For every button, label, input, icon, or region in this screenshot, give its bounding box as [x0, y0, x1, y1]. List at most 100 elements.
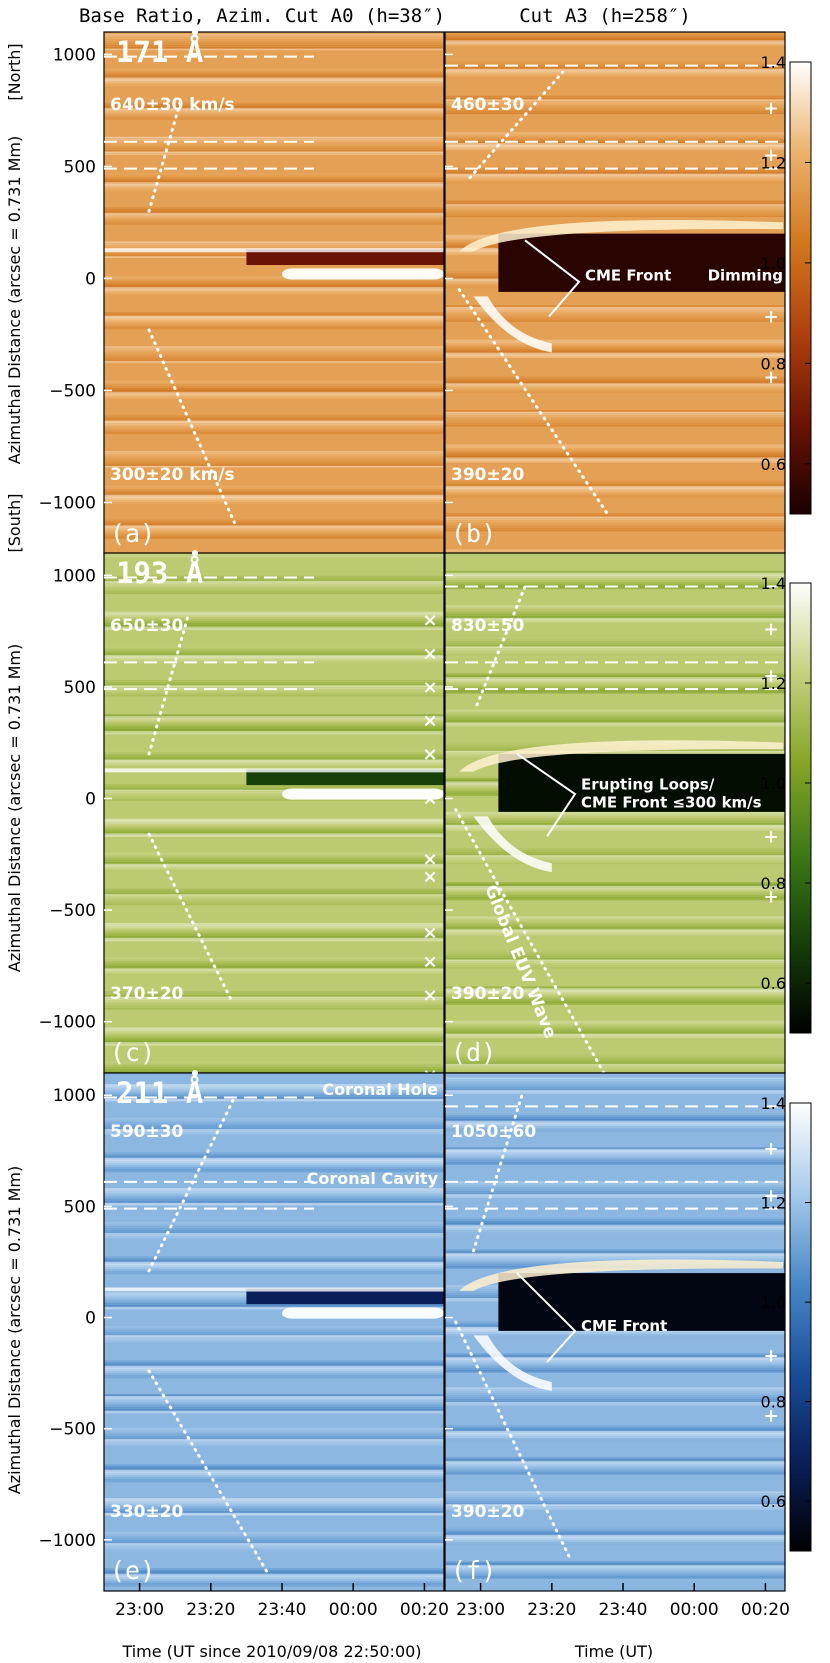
- streak: [104, 492, 444, 497]
- streak: [445, 61, 785, 64]
- streak: [104, 281, 444, 285]
- streak: [445, 1090, 785, 1092]
- streak: [445, 1370, 785, 1373]
- streak: [104, 930, 444, 934]
- streak: [445, 1028, 785, 1031]
- bright-emission: [473, 816, 552, 873]
- streak: [104, 958, 444, 962]
- streak: [445, 1062, 785, 1064]
- streak: [445, 1092, 785, 1094]
- streak: [104, 178, 444, 183]
- streak: [445, 1185, 785, 1187]
- streak: [445, 716, 785, 720]
- streak: [104, 210, 444, 214]
- streak: [445, 354, 785, 359]
- annotation-mark: ×: [422, 951, 437, 972]
- bright-emission: [104, 768, 444, 773]
- streak: [445, 1394, 785, 1397]
- streak: [445, 310, 785, 313]
- streak: [445, 1470, 785, 1473]
- streak: [104, 934, 444, 938]
- streak: [445, 1393, 785, 1395]
- streak: [445, 1226, 785, 1231]
- y-tick-label: −500: [49, 1420, 96, 1440]
- streak: [104, 1265, 444, 1269]
- streak: [445, 1402, 785, 1404]
- annotation-text: Dimming: [708, 267, 783, 285]
- annotation-mark: +: [763, 1345, 778, 1366]
- streak: [104, 176, 444, 181]
- streak: [104, 1407, 444, 1410]
- annotation-arrow: [524, 239, 581, 318]
- streak: [445, 1527, 785, 1531]
- streak: [104, 1327, 444, 1330]
- streak: [104, 586, 444, 589]
- streak: [104, 207, 444, 210]
- streak: [104, 1129, 444, 1131]
- streak: [104, 721, 444, 726]
- streak: [445, 860, 785, 863]
- streak: [445, 68, 785, 72]
- streak: [104, 1464, 444, 1468]
- streak: [445, 207, 785, 210]
- streak: [104, 346, 444, 348]
- streak: [104, 418, 444, 422]
- streak: [445, 896, 785, 901]
- streak: [445, 95, 785, 98]
- streak: [445, 36, 785, 40]
- streak: [445, 1001, 785, 1005]
- streak: [445, 1332, 785, 1336]
- streak: [445, 714, 785, 718]
- streak: [445, 574, 785, 579]
- streak: [104, 863, 444, 867]
- bright-emission: [282, 268, 444, 280]
- colorbar-tick-label: 1.4: [761, 1094, 786, 1113]
- x-tick-label: 23:00: [456, 1600, 505, 1620]
- streak: [104, 151, 444, 154]
- streak: [104, 1004, 444, 1006]
- streak: [445, 821, 785, 824]
- streak: [104, 890, 444, 893]
- streak: [104, 1202, 444, 1206]
- streak: [104, 532, 444, 536]
- dimming-region: [498, 233, 785, 292]
- streak: [104, 500, 444, 504]
- streak: [445, 1502, 785, 1505]
- y-axis-label: Azimuthal Distance (arcsec = 0.731 Mm): [5, 136, 24, 464]
- streak: [104, 519, 444, 523]
- streak: [445, 379, 785, 383]
- streak: [445, 1466, 785, 1470]
- streak: [445, 169, 785, 173]
- streak: [104, 218, 444, 221]
- streak: [445, 63, 785, 66]
- streak: [104, 185, 444, 190]
- streak: [445, 213, 785, 216]
- streak: [104, 1303, 444, 1306]
- streak: [445, 1427, 785, 1431]
- streak: [445, 925, 785, 929]
- streak: [445, 923, 785, 927]
- streak: [445, 1122, 785, 1127]
- streak: [445, 1536, 785, 1541]
- panel-background: [445, 32, 785, 554]
- streak: [104, 496, 444, 501]
- streak: [104, 1568, 444, 1572]
- streak: [445, 1192, 785, 1195]
- x-tick-label: 23:40: [599, 1600, 648, 1620]
- streak: [104, 922, 444, 927]
- streak: [445, 891, 785, 895]
- streak: [445, 1542, 785, 1546]
- streak: [104, 102, 444, 105]
- streak: [445, 1566, 785, 1570]
- streak: [104, 1546, 444, 1549]
- streak: [104, 1223, 444, 1226]
- streak: [445, 347, 785, 351]
- streak: [445, 209, 785, 212]
- streak: [445, 918, 785, 921]
- streak: [104, 109, 444, 113]
- annotation-mark: ×: [422, 677, 437, 698]
- annotation-mark: ×: [422, 849, 437, 870]
- streak: [445, 1389, 785, 1391]
- streak: [104, 856, 444, 859]
- streak: [104, 1087, 444, 1091]
